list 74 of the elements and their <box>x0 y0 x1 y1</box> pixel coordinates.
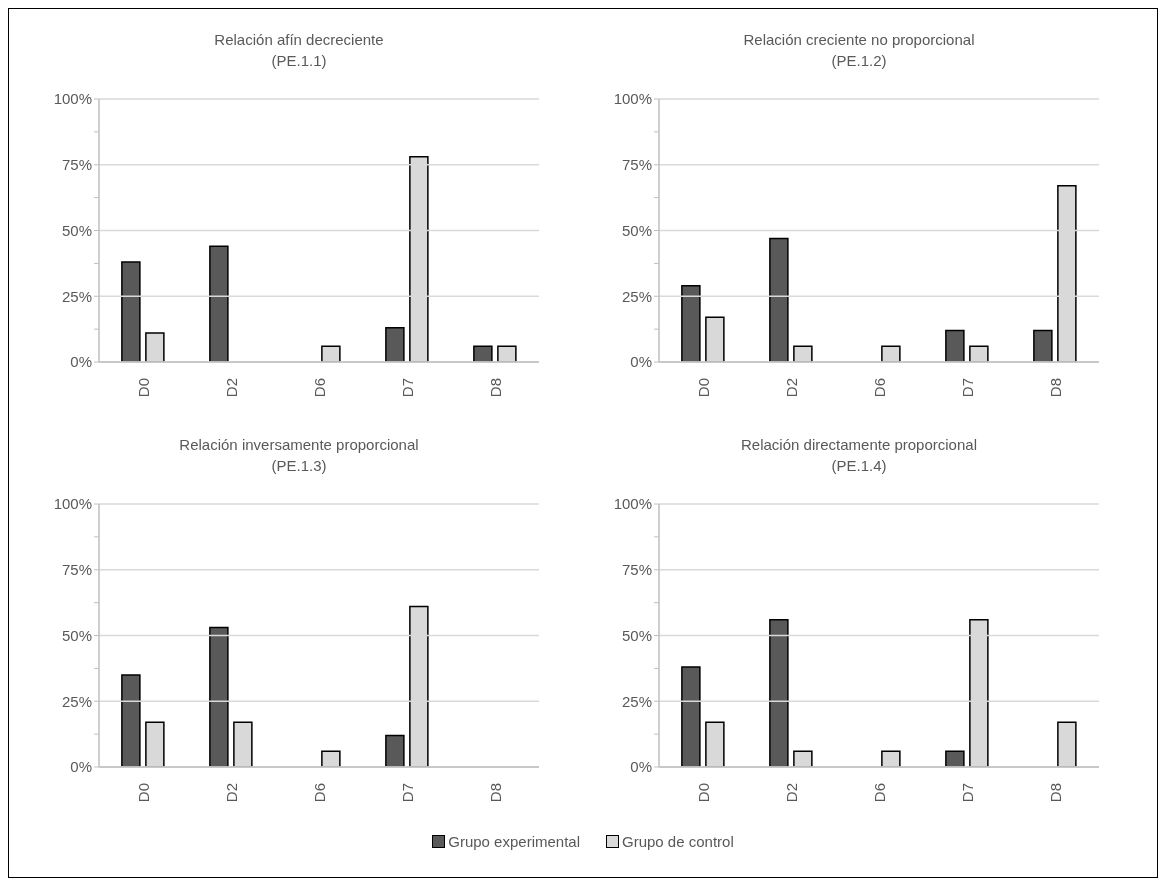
y-tick-label: 50% <box>61 626 92 644</box>
x-tick-label: D0 <box>134 378 152 398</box>
bar <box>681 666 701 767</box>
chart-title: Relación creciente no proporcional (PE.1.2) <box>742 30 976 71</box>
bar <box>945 750 965 767</box>
bar <box>145 721 165 767</box>
bar <box>705 316 725 362</box>
y-tick-label: 25% <box>621 287 652 305</box>
y-tick-label: 50% <box>621 626 652 644</box>
x-tick-label: D8 <box>486 378 504 398</box>
bar <box>321 345 341 362</box>
y-tick-label: 25% <box>621 692 652 710</box>
x-tick-label: D8 <box>486 783 504 803</box>
bar <box>385 327 405 362</box>
y-tick-label: 100% <box>613 495 652 513</box>
bar <box>793 345 813 362</box>
bar <box>681 284 701 362</box>
x-tick-label: D2 <box>222 783 240 803</box>
y-tick-label: 75% <box>61 156 92 174</box>
x-tick-label: D0 <box>694 783 712 803</box>
legend-label: Grupo de control <box>622 833 734 850</box>
x-tick-label: D8 <box>1046 378 1064 398</box>
y-tick-label: 50% <box>621 221 652 239</box>
chart-title: Relación directamente proporcional (PE.1.4) <box>740 435 978 476</box>
x-tick-label: D2 <box>222 378 240 398</box>
bar <box>1057 721 1077 767</box>
x-tick-label: D6 <box>870 783 888 803</box>
x-tick-label: D6 <box>310 378 328 398</box>
x-tick-label: D7 <box>398 378 416 398</box>
bar <box>145 332 165 362</box>
x-tick-label: D8 <box>1046 783 1064 803</box>
x-tick-label: D6 <box>870 378 888 398</box>
y-tick-label: 75% <box>621 561 652 579</box>
bar <box>209 626 229 767</box>
x-tick-label: D7 <box>398 783 416 803</box>
bar <box>769 237 789 362</box>
y-tick-label: 0% <box>70 758 92 776</box>
x-tick-label: D7 <box>958 378 976 398</box>
bar <box>497 345 517 362</box>
bar <box>881 345 901 362</box>
chart-title: Relación inversamente proporcional (PE.1.3) <box>178 435 420 476</box>
x-tick-label: D2 <box>782 783 800 803</box>
bar <box>209 245 229 362</box>
x-tick-label: D6 <box>310 783 328 803</box>
y-tick-label: 0% <box>630 758 652 776</box>
y-tick-label: 100% <box>53 90 92 108</box>
y-tick-label: 75% <box>621 156 652 174</box>
y-tick-label: 50% <box>61 221 92 239</box>
chart-title: Relación afín decreciente (PE.1.1) <box>213 30 385 71</box>
bar <box>121 261 141 362</box>
bar <box>793 750 813 767</box>
y-tick-label: 100% <box>53 495 92 513</box>
bar <box>769 618 789 767</box>
bar <box>385 734 405 767</box>
x-tick-label: D2 <box>782 378 800 398</box>
legend-label: Grupo experimental <box>448 833 580 850</box>
bar <box>321 750 341 767</box>
y-tick-label: 0% <box>630 353 652 371</box>
x-tick-label: D0 <box>134 783 152 803</box>
bar <box>1033 329 1053 362</box>
bar <box>969 345 989 362</box>
x-tick-label: D0 <box>694 378 712 398</box>
bar <box>473 345 493 362</box>
y-tick-label: 0% <box>70 353 92 371</box>
bar <box>945 329 965 362</box>
y-tick-label: 25% <box>61 692 92 710</box>
y-tick-label: 25% <box>61 287 92 305</box>
bar <box>881 750 901 767</box>
bar <box>121 674 141 767</box>
bar <box>705 721 725 767</box>
y-tick-label: 100% <box>613 90 652 108</box>
x-tick-label: D7 <box>958 783 976 803</box>
bar <box>233 721 253 767</box>
y-tick-label: 75% <box>61 561 92 579</box>
